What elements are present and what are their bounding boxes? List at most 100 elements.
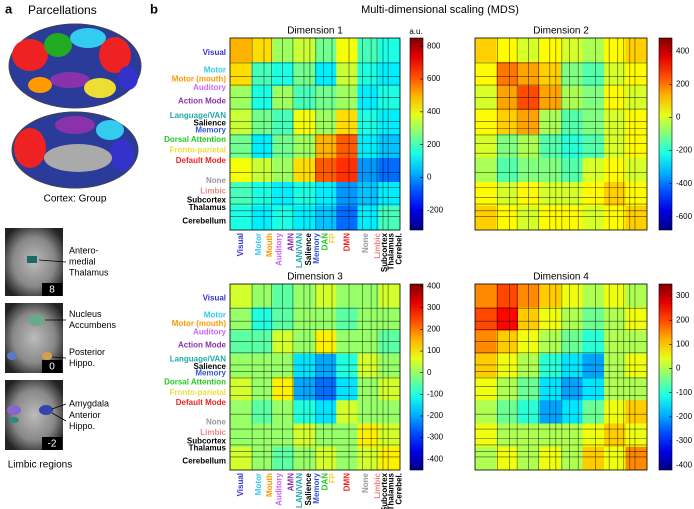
cell: [625, 446, 648, 471]
cell: [625, 110, 648, 135]
cell: [604, 377, 626, 401]
cell: [336, 330, 358, 355]
cell: [230, 353, 252, 378]
cell: [561, 377, 583, 401]
cell: [378, 62, 401, 87]
chart-title: Dimension 2: [533, 26, 589, 37]
colorbar-tick-label: -100: [427, 389, 444, 398]
annotation: Hippo.: [69, 421, 95, 431]
cell: [475, 307, 497, 331]
colorbar-label: a.u.: [409, 27, 422, 36]
cell: [272, 446, 295, 471]
row-label: Fronto-parietal: [170, 145, 226, 154]
cell: [357, 62, 380, 87]
row-label: Language/VAN: [170, 111, 227, 120]
colorbar-tick-label: 0: [676, 113, 681, 122]
cell: [357, 158, 380, 183]
cell: [293, 110, 316, 135]
cell: [539, 206, 562, 231]
row-label: Limbic: [200, 428, 226, 437]
cell: [251, 134, 273, 159]
cell: [251, 284, 273, 308]
cell: [378, 86, 401, 111]
cell: [518, 307, 540, 331]
cell: [561, 206, 583, 231]
cell: [561, 62, 583, 87]
cell: [475, 38, 497, 63]
cell: [315, 353, 337, 378]
cell: [604, 423, 626, 448]
cell: [272, 423, 295, 448]
cell: [518, 62, 540, 87]
slice-number: 0: [49, 362, 55, 373]
cell: [539, 284, 562, 308]
cell: [315, 62, 337, 87]
cell: [625, 182, 648, 207]
cell: [518, 423, 540, 448]
cell: [293, 158, 316, 183]
cell: [582, 284, 605, 308]
cell: [582, 307, 605, 331]
cell: [475, 206, 497, 231]
cell: [251, 86, 273, 111]
cell: [496, 158, 519, 183]
row-label: Action Mode: [178, 340, 227, 349]
cell: [336, 86, 358, 111]
cell: [315, 307, 337, 331]
cell: [293, 377, 316, 401]
cell: [604, 62, 626, 87]
cell: [582, 158, 605, 183]
column-label: Visual: [236, 233, 245, 256]
cell: [496, 423, 519, 448]
column-label: DMN: [342, 473, 351, 491]
matrix-frame: [229, 283, 401, 471]
cell: [336, 158, 358, 183]
cell: [251, 400, 273, 424]
colorbar-tick-label: 800: [427, 41, 441, 50]
colorbar-tick-label: 200: [676, 79, 690, 88]
cell: [475, 182, 497, 207]
panel-title: Parcellations: [28, 3, 97, 17]
column-label: Motor: [254, 233, 263, 255]
slice-2: [5, 303, 67, 373]
cell: [496, 62, 519, 87]
cell: [625, 62, 648, 87]
cell: [293, 307, 316, 331]
cell: [475, 62, 497, 87]
row-label: Cerebellum: [182, 457, 226, 466]
cell: [315, 284, 337, 308]
cell: [293, 284, 316, 308]
cell: [293, 400, 316, 424]
cell: [475, 134, 497, 159]
cell: [293, 353, 316, 378]
cell: [496, 206, 519, 231]
cell: [378, 307, 401, 331]
cell: [518, 353, 540, 378]
cell: [496, 400, 519, 424]
column-label: Auditory: [274, 472, 283, 505]
cell: [272, 134, 295, 159]
colorbar-tick-label: 200: [427, 140, 441, 149]
cell: [496, 134, 519, 159]
colorbar-tick-label: -300: [676, 436, 693, 445]
cell: [475, 158, 497, 183]
cell: [378, 158, 401, 183]
cell: [315, 423, 337, 448]
cell: [315, 110, 337, 135]
column-label: Mouth: [265, 473, 274, 497]
cell: [315, 206, 337, 231]
cell: [604, 182, 626, 207]
cell: [230, 110, 252, 135]
cell: [378, 353, 401, 378]
colorbar-tick-label: -300: [427, 433, 444, 442]
cell: [604, 330, 626, 355]
cell: [475, 400, 497, 424]
cell: [378, 377, 401, 401]
annotation: Antero-: [69, 245, 99, 255]
annotation: Thalamus: [69, 267, 109, 277]
matrix-frame: [474, 37, 648, 231]
cell: [251, 446, 273, 471]
cell: [336, 110, 358, 135]
cell: [518, 284, 540, 308]
colorbar-tick-label: -200: [427, 205, 444, 214]
